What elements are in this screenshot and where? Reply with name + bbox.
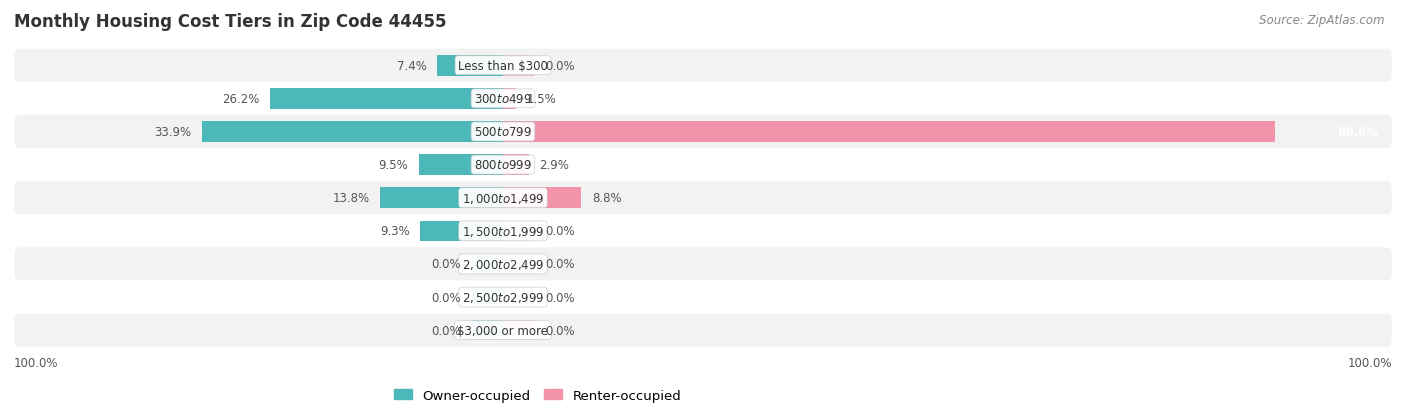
- Text: $2,500 to $2,999: $2,500 to $2,999: [461, 290, 544, 304]
- Text: Monthly Housing Cost Tiers in Zip Code 44455: Monthly Housing Cost Tiers in Zip Code 4…: [14, 14, 447, 31]
- Text: $2,000 to $2,499: $2,000 to $2,499: [461, 257, 544, 271]
- Legend: Owner-occupied, Renter-occupied: Owner-occupied, Renter-occupied: [388, 384, 688, 407]
- Text: $1,500 to $1,999: $1,500 to $1,999: [461, 224, 544, 238]
- Text: 1.5%: 1.5%: [527, 93, 557, 106]
- Text: 26.2%: 26.2%: [222, 93, 260, 106]
- Bar: [437, 56, 503, 76]
- Text: $3,000 or more: $3,000 or more: [457, 324, 548, 337]
- FancyBboxPatch shape: [14, 116, 1392, 149]
- Text: 0.0%: 0.0%: [544, 258, 575, 271]
- FancyBboxPatch shape: [14, 281, 1392, 314]
- Text: 0.0%: 0.0%: [544, 324, 575, 337]
- Text: $300 to $499: $300 to $499: [474, 93, 531, 106]
- Text: 86.8%: 86.8%: [1337, 126, 1379, 139]
- Bar: [503, 254, 534, 275]
- Bar: [419, 155, 503, 176]
- Text: 0.0%: 0.0%: [432, 258, 461, 271]
- FancyBboxPatch shape: [14, 215, 1392, 248]
- Bar: [503, 320, 534, 341]
- Bar: [503, 287, 534, 308]
- Text: 100.0%: 100.0%: [14, 356, 59, 369]
- FancyBboxPatch shape: [14, 182, 1392, 215]
- Bar: [380, 188, 503, 209]
- Bar: [472, 287, 503, 308]
- Bar: [201, 122, 503, 142]
- Bar: [503, 89, 516, 109]
- Text: 8.8%: 8.8%: [592, 192, 621, 205]
- Text: 7.4%: 7.4%: [396, 59, 426, 73]
- Text: $1,000 to $1,499: $1,000 to $1,499: [461, 191, 544, 205]
- Bar: [270, 89, 503, 109]
- Bar: [472, 320, 503, 341]
- Text: Source: ZipAtlas.com: Source: ZipAtlas.com: [1260, 14, 1385, 27]
- Text: 13.8%: 13.8%: [332, 192, 370, 205]
- Bar: [472, 254, 503, 275]
- Bar: [503, 56, 534, 76]
- Text: $800 to $999: $800 to $999: [474, 159, 531, 172]
- Text: 9.5%: 9.5%: [378, 159, 408, 172]
- Bar: [503, 155, 529, 176]
- FancyBboxPatch shape: [14, 50, 1392, 83]
- Bar: [420, 221, 503, 242]
- Text: 2.9%: 2.9%: [540, 159, 569, 172]
- Text: 33.9%: 33.9%: [153, 126, 191, 139]
- FancyBboxPatch shape: [14, 149, 1392, 182]
- FancyBboxPatch shape: [14, 83, 1392, 116]
- Text: 0.0%: 0.0%: [544, 225, 575, 238]
- Text: 0.0%: 0.0%: [544, 59, 575, 73]
- Bar: [503, 188, 581, 209]
- Text: 9.3%: 9.3%: [380, 225, 409, 238]
- FancyBboxPatch shape: [14, 314, 1392, 347]
- Text: 0.0%: 0.0%: [544, 291, 575, 304]
- Text: 0.0%: 0.0%: [432, 291, 461, 304]
- Bar: [503, 122, 1275, 142]
- Text: Less than $300: Less than $300: [458, 59, 548, 73]
- Text: $500 to $799: $500 to $799: [474, 126, 531, 139]
- Text: 100.0%: 100.0%: [1347, 356, 1392, 369]
- FancyBboxPatch shape: [14, 248, 1392, 281]
- Text: 0.0%: 0.0%: [432, 324, 461, 337]
- Bar: [503, 221, 534, 242]
